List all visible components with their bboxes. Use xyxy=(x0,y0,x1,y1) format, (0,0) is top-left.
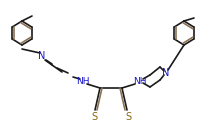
Text: S: S xyxy=(125,112,131,122)
Text: N: N xyxy=(162,68,170,78)
Text: S: S xyxy=(91,112,97,122)
Text: NH: NH xyxy=(133,77,147,86)
Text: NH: NH xyxy=(76,77,90,86)
Text: N: N xyxy=(38,51,46,61)
